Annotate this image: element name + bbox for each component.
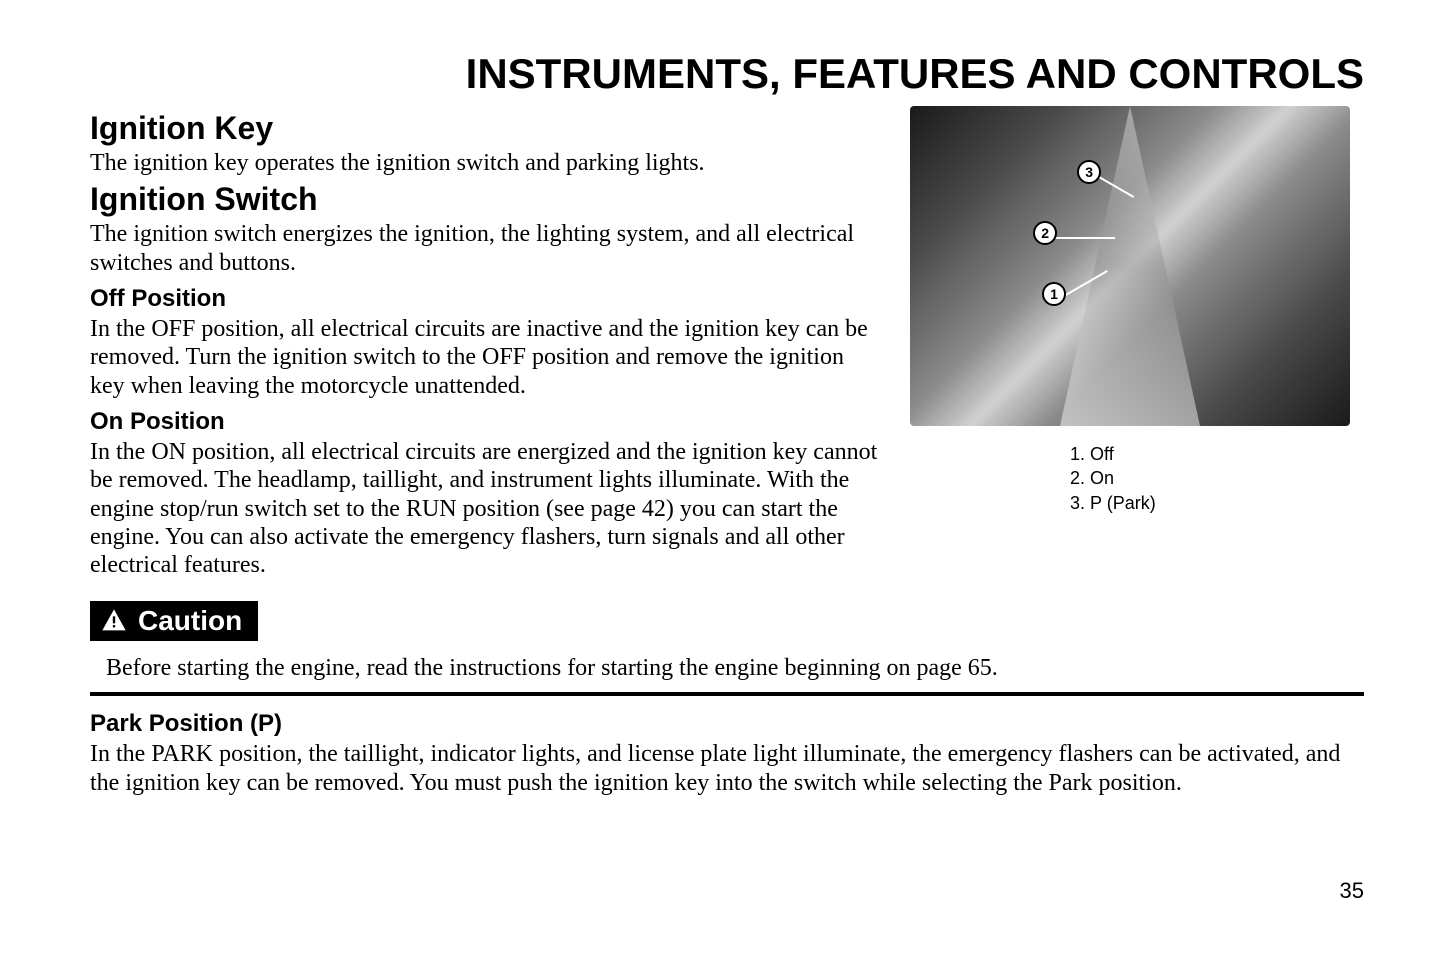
caption-item-2: 2. On	[1070, 466, 1350, 490]
caution-text: Before starting the engine, read the ins…	[90, 649, 1364, 696]
callout-1: 1	[1042, 282, 1066, 306]
park-position-heading: Park Position (P)	[90, 710, 1364, 738]
off-position-body: In the OFF position, all electrical circ…	[90, 315, 880, 400]
callout-line-2	[1055, 237, 1115, 239]
ignition-key-body: The ignition key operates the ignition s…	[90, 149, 880, 177]
caption-item-3: 3. P (Park)	[1070, 491, 1350, 515]
ignition-switch-figure: 3 2 1	[910, 106, 1350, 426]
on-position-heading: On Position	[90, 408, 880, 436]
off-position-heading: Off Position	[90, 285, 880, 313]
ignition-key-heading: Ignition Key	[90, 110, 880, 147]
figure-caption-list: 1. Off 2. On 3. P (Park)	[1070, 442, 1350, 515]
callout-2: 2	[1033, 221, 1057, 245]
page-number: 35	[1340, 878, 1364, 904]
caption-item-1: 1. Off	[1070, 442, 1350, 466]
caution-box: Caution	[90, 601, 258, 641]
left-column: Ignition Key The ignition key operates t…	[90, 106, 880, 583]
ignition-switch-body: The ignition switch energizes the igniti…	[90, 220, 880, 277]
park-position-body: In the PARK position, the taillight, ind…	[90, 740, 1364, 797]
chapter-title: INSTRUMENTS, FEATURES AND CONTROLS	[90, 50, 1364, 98]
callout-3: 3	[1077, 160, 1101, 184]
warning-triangle-icon	[100, 607, 128, 635]
callout-line-1	[1064, 270, 1108, 297]
right-column: 3 2 1 1. Off 2. On 3. P (Park)	[910, 106, 1350, 583]
on-position-body: In the ON position, all electrical circu…	[90, 438, 880, 580]
callout-line-3	[1099, 177, 1135, 199]
caution-section: Caution Before starting the engine, read…	[90, 583, 1364, 797]
caution-label: Caution	[138, 605, 242, 637]
content-wrapper: Ignition Key The ignition key operates t…	[90, 106, 1364, 583]
ignition-switch-heading: Ignition Switch	[90, 181, 880, 218]
